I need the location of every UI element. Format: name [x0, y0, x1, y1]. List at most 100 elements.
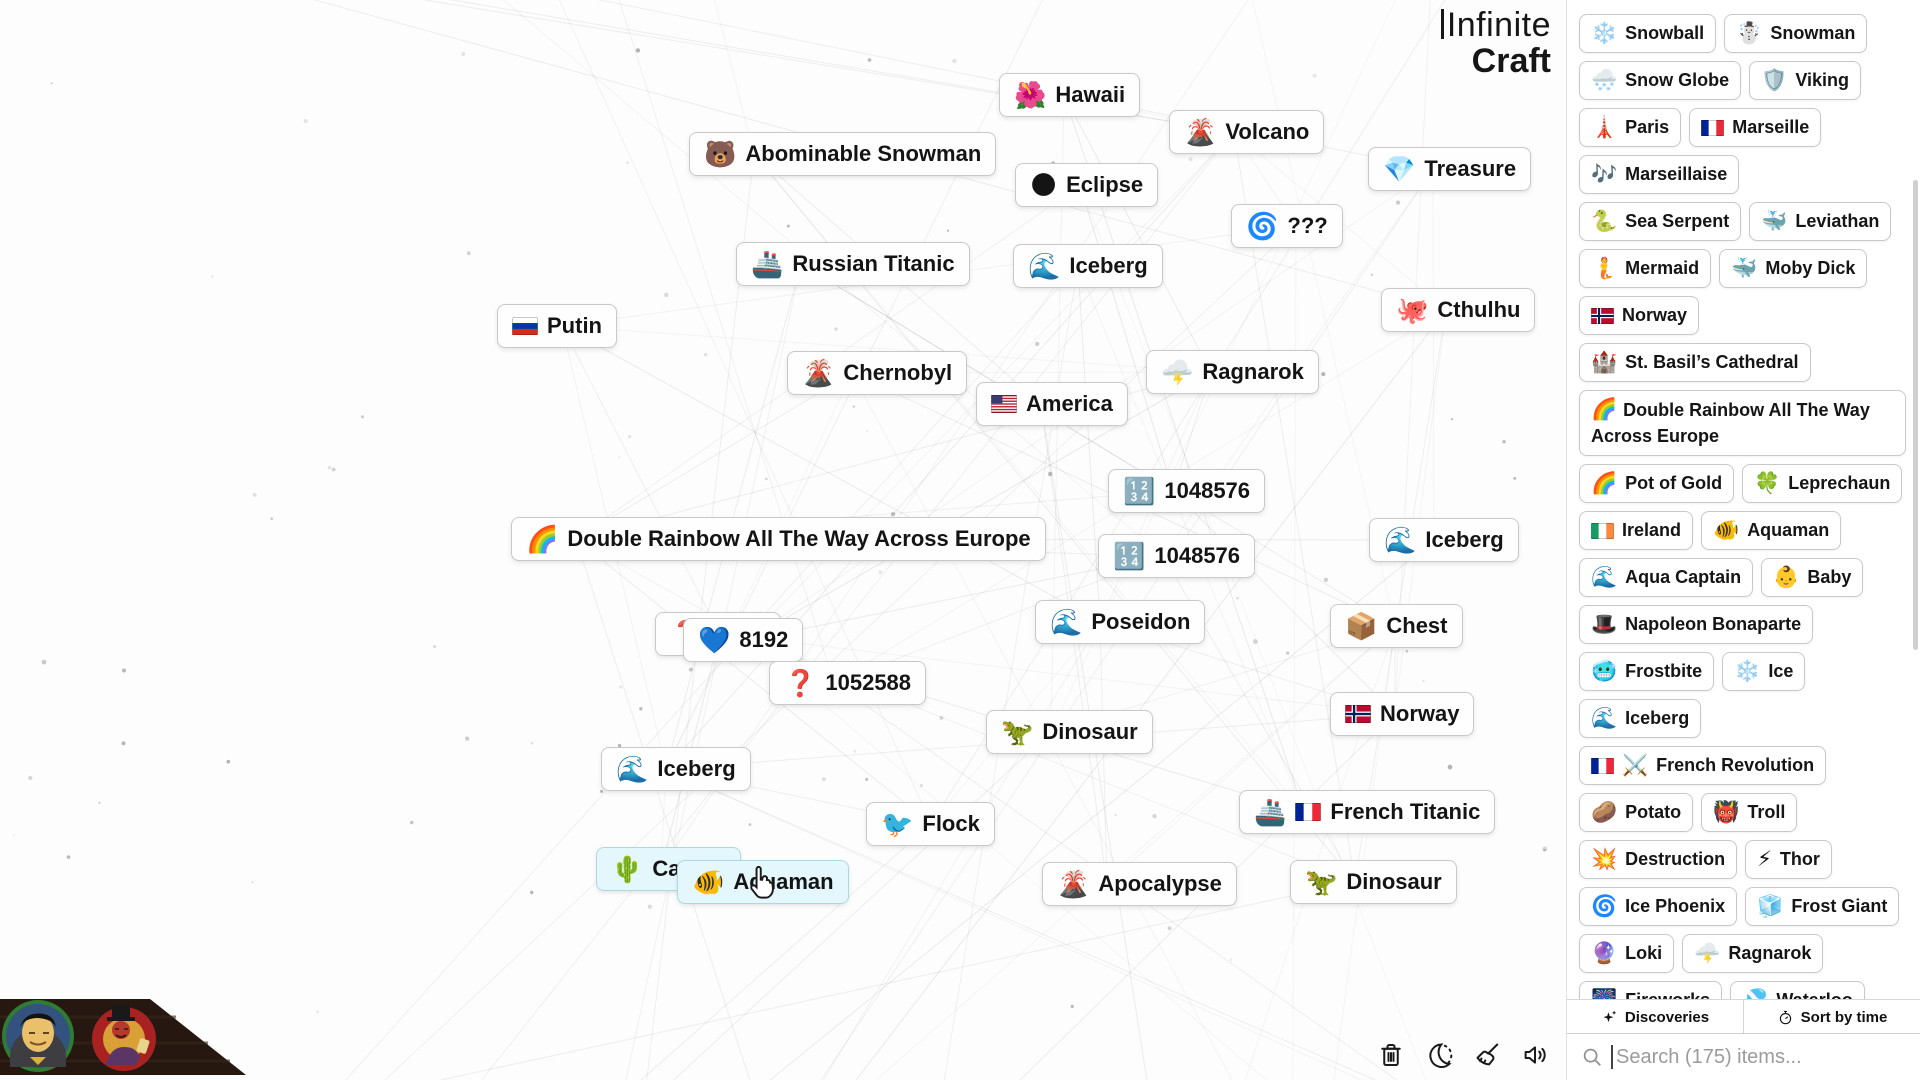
- sidebar-item-leprechaun[interactable]: 🍀 Leprechaun: [1742, 464, 1903, 504]
- sidebar-item-waterloo[interactable]: 💦 Waterloo: [1730, 981, 1865, 1000]
- sidebar-item-label: Troll: [1747, 802, 1786, 823]
- sidebar-item-ragnarok[interactable]: 🌩️ Ragnarok: [1682, 934, 1824, 974]
- sidebar-item-napoleon-bonaparte[interactable]: 🎩 Napoleon Bonaparte: [1579, 605, 1814, 645]
- sidebar-item-label: Ireland: [1622, 520, 1682, 541]
- sidebar-scrollbar[interactable]: [1913, 180, 1918, 650]
- canvas-card-chest[interactable]: 📦 Chest: [1330, 604, 1463, 648]
- sidebar-item-viking[interactable]: 🛡️ Viking: [1749, 61, 1862, 100]
- emoji-icon: 🌀: [1591, 895, 1618, 919]
- canvas-card-dinosaur[interactable]: 🦖 Dinosaur: [986, 710, 1153, 754]
- canvas-card-poseidon[interactable]: 🌊 Poseidon: [1035, 600, 1206, 644]
- sidebar-item-troll[interactable]: 👹 Troll: [1701, 793, 1798, 833]
- sidebar-item-label: Baby: [1807, 567, 1852, 588]
- sidebar-item-label: Norway: [1622, 305, 1688, 325]
- sidebar-item-label: Frost Giant: [1791, 896, 1888, 917]
- sidebar-item-marseillaise[interactable]: 🎶 Marseillaise: [1579, 155, 1740, 194]
- emoji-icon: 🗼: [1591, 116, 1618, 139]
- avatar-1: [2, 1000, 74, 1072]
- discoveries-button[interactable]: Discoveries: [1567, 1000, 1743, 1034]
- canvas-card-iceberg[interactable]: 🌊 Iceberg: [1013, 244, 1163, 288]
- canvas-card-treasure[interactable]: 💎 Treasure: [1368, 147, 1532, 191]
- sidebar-item-marseille[interactable]: Marseille: [1689, 108, 1822, 147]
- sidebar-item-label: Snowman: [1770, 23, 1856, 43]
- emoji-icon: ❓: [784, 668, 817, 698]
- canvas-card-french-titanic[interactable]: 🚢 French Titanic: [1239, 790, 1496, 834]
- sound-icon[interactable]: [1519, 1040, 1551, 1072]
- emoji-icon: 🐳: [1731, 257, 1758, 280]
- trash-icon[interactable]: [1375, 1040, 1407, 1072]
- canvas-card-norway[interactable]: Norway: [1330, 692, 1475, 736]
- canvas-card-apocalypse[interactable]: 🌋 Apocalypse: [1042, 862, 1237, 906]
- emoji-icon: 🌩️: [1694, 942, 1721, 966]
- canvas-card-double-rainbow-all-the-way-across-europe[interactable]: 🌈 Double Rainbow All The Way Across Europ…: [511, 517, 1046, 561]
- canvas-card-volcano[interactable]: 🌋 Volcano: [1169, 110, 1325, 154]
- canvas-card-dinosaur[interactable]: 🦖 Dinosaur: [1290, 860, 1457, 904]
- emoji-icon: 🌺: [1014, 80, 1047, 110]
- sidebar-item-norway[interactable]: Norway: [1579, 296, 1700, 335]
- canvas-card-ragnarok[interactable]: 🌩️ Ragnarok: [1146, 350, 1319, 394]
- canvas-card-iceberg[interactable]: 🌊 Iceberg: [1369, 518, 1519, 562]
- sidebar-item-label: Snowball: [1625, 23, 1705, 43]
- canvas-card-aquaman[interactable]: 🐠 Aquaman: [677, 860, 849, 904]
- clear-broom-icon[interactable]: [1471, 1040, 1503, 1072]
- canvas-card-unknown[interactable]: 🌀???: [1231, 204, 1343, 248]
- sidebar-item-aqua-captain[interactable]: 🌊 Aqua Captain: [1579, 558, 1754, 598]
- sidebar-item-snowman[interactable]: ☃️ Snowman: [1724, 14, 1868, 53]
- sidebar-item-paris[interactable]: 🗼 Paris: [1579, 108, 1682, 147]
- sidebar-item-loki[interactable]: 🔮 Loki: [1579, 934, 1675, 974]
- canvas-card-abominable-snowman[interactable]: 🐻 Abominable Snowman: [689, 132, 997, 176]
- sidebar-item-destruction[interactable]: 💥 Destruction: [1579, 840, 1738, 880]
- canvas-card-1048576[interactable]: 🔢 1048576: [1108, 469, 1266, 513]
- emoji-icon: 🧊: [1757, 895, 1784, 919]
- dark-mode-moon-icon[interactable]: [1423, 1040, 1455, 1072]
- sidebar-item-label: Aquaman: [1747, 520, 1830, 541]
- canvas-card-1052588[interactable]: ❓ 1052588: [769, 661, 927, 705]
- emoji-icon: 🌊: [1050, 607, 1083, 637]
- sort-by-time-button[interactable]: Sort by time: [1743, 1000, 1920, 1034]
- flag-no-icon: [1345, 705, 1371, 723]
- sidebar-item-label: Pot of Gold: [1625, 473, 1723, 494]
- canvas-card-8192[interactable]: 💙 8192: [683, 618, 804, 662]
- canvas-card-hawaii[interactable]: 🌺 Hawaii: [999, 73, 1141, 117]
- sidebar-item-aquaman[interactable]: 🐠 Aquaman: [1701, 511, 1842, 551]
- sidebar-item-label: Frostbite: [1625, 661, 1703, 682]
- canvas-card-america[interactable]: America: [976, 382, 1128, 426]
- sidebar-item-st-basil-s-cathedral[interactable]: 🏰 St. Basil’s Cathedral: [1579, 343, 1811, 382]
- canvas-card-iceberg[interactable]: 🌊 Iceberg: [601, 747, 751, 791]
- search-bar: [1567, 1033, 1920, 1080]
- sidebar-item-ireland[interactable]: Ireland: [1579, 511, 1694, 551]
- sidebar-item-iceberg[interactable]: 🌊 Iceberg: [1579, 699, 1702, 739]
- sidebar-item-double-rainbow-all-the-way-across-europe[interactable]: 🌈 Double Rainbow All The Way Across Europ…: [1579, 390, 1906, 457]
- flag-fr-icon: [1701, 119, 1724, 136]
- sidebar-item-baby[interactable]: 👶 Baby: [1761, 558, 1864, 598]
- emoji-icon: 🐻: [704, 139, 737, 169]
- sidebar-item-mermaid[interactable]: 🧜 Mermaid: [1579, 249, 1712, 288]
- canvas-card-cthulhu[interactable]: 🐙 Cthulhu: [1381, 288, 1536, 332]
- canvas-card-russian-titanic[interactable]: 🚢 Russian Titanic: [736, 242, 970, 286]
- sidebar-item-potato[interactable]: 🥔 Potato: [1579, 793, 1694, 833]
- canvas-card-eclipse[interactable]: 🌑 Eclipse: [1015, 163, 1159, 207]
- canvas-card-chernobyl[interactable]: 🌋 Chernobyl: [787, 351, 968, 395]
- sidebar-item-frost-giant[interactable]: 🧊 Frost Giant: [1745, 887, 1900, 927]
- sidebar-item-label: Fireworks: [1625, 988, 1710, 1000]
- sidebar-item-pot-of-gold[interactable]: 🌈 Pot of Gold: [1579, 464, 1735, 504]
- canvas-card-1048576[interactable]: 🔢 1048576: [1098, 534, 1256, 578]
- sidebar-item-snowball[interactable]: ❄️ Snowball: [1579, 14, 1717, 53]
- card-label: Ragnarok: [1202, 359, 1304, 384]
- sidebar-item-ice[interactable]: ❄️ Ice: [1722, 652, 1806, 692]
- sidebar-footer: Discoveries Sort by time: [1567, 999, 1920, 1034]
- sidebar-item-fireworks[interactable]: 🎆 Fireworks: [1579, 981, 1723, 1000]
- sidebar-item-frostbite[interactable]: 🥶 Frostbite: [1579, 652, 1715, 692]
- sidebar-item-ice-phoenix[interactable]: 🌀 Ice Phoenix: [1579, 887, 1738, 927]
- canvas-card-flock[interactable]: 🐦 Flock: [866, 802, 995, 846]
- canvas-card-putin[interactable]: Putin: [497, 304, 617, 348]
- sidebar-item-leviathan[interactable]: 🐳 Leviathan: [1749, 202, 1892, 241]
- search-input[interactable]: [1614, 1044, 1920, 1070]
- sidebar-item-snow-globe[interactable]: 🌨️ Snow Globe: [1579, 61, 1742, 100]
- sidebar-item-label: Waterloo: [1776, 988, 1852, 1000]
- sidebar-item-french-revolution[interactable]: ⚔️ French Revolution: [1579, 746, 1827, 786]
- sidebar-item-sea-serpent[interactable]: 🐍 Sea Serpent: [1579, 202, 1742, 241]
- sidebar-item-thor[interactable]: ⚡ Thor: [1745, 840, 1832, 880]
- sidebar-item-moby-dick[interactable]: 🐳 Moby Dick: [1719, 249, 1868, 288]
